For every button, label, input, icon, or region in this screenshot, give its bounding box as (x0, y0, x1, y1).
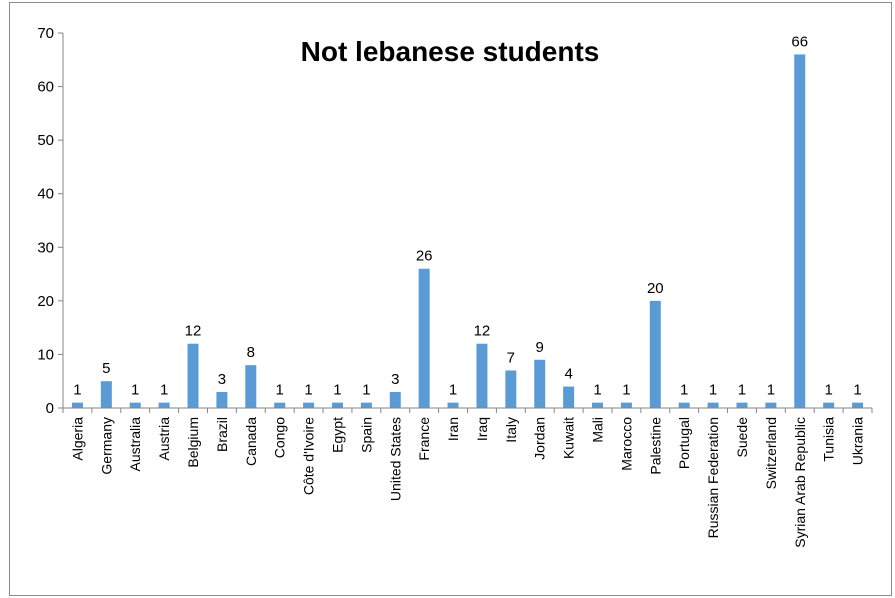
data-label: 1 (304, 382, 312, 399)
bar (360, 402, 372, 408)
bar (534, 359, 546, 408)
bar (794, 54, 806, 409)
y-axis: 0 10 20 30 40 50 60 70 (37, 25, 64, 417)
category-label: Suede (734, 417, 750, 458)
bar (736, 402, 748, 408)
category-label: Australia (127, 417, 143, 472)
category-label: Mali (590, 417, 606, 443)
category-label: Germany (98, 417, 114, 475)
data-label: 5 (102, 360, 110, 377)
category-label: Russian Federation (705, 417, 721, 538)
data-label: 1 (362, 382, 370, 399)
bar (418, 268, 430, 408)
data-label: 4 (564, 366, 572, 383)
bar (823, 402, 835, 408)
chart-title: Not lebanese students (301, 36, 600, 67)
category-label: United States (387, 417, 403, 501)
bar (852, 402, 864, 408)
bars (71, 54, 864, 409)
category-label: Jordan (532, 417, 548, 460)
chart-frame: Not lebanese students 0 10 20 30 40 50 60 70 1 5… (9, 2, 892, 596)
bar (620, 402, 632, 408)
category-label: Austria (156, 417, 172, 461)
data-label: 1 (767, 382, 775, 399)
y-tick-label: 40 (37, 186, 54, 203)
category-label: Iraq (474, 417, 490, 441)
bar (245, 365, 257, 408)
data-labels: 1 5 1 1 12 3 8 1 1 1 1 3 26 1 12 7 9 4 1 1 20 1 1 1 1 66 1 1 (73, 33, 861, 398)
data-label: 12 (185, 323, 202, 340)
category-label: Tunisia (821, 417, 837, 462)
y-tick-label: 70 (37, 25, 54, 42)
category-label: Portugal (676, 417, 692, 469)
data-label: 3 (391, 371, 399, 388)
data-label: 20 (647, 280, 664, 297)
category-label: Algeria (69, 417, 85, 461)
category-label: Switzerland (763, 417, 779, 489)
data-label: 1 (333, 382, 341, 399)
bar (187, 343, 199, 408)
bar (649, 300, 661, 408)
bar (216, 391, 228, 408)
data-label: 1 (853, 382, 861, 399)
y-tick-label: 0 (46, 400, 54, 417)
data-label: 1 (131, 382, 139, 399)
data-label: 7 (507, 350, 515, 367)
category-label: Côte d'Ivoire (301, 417, 317, 495)
category-label: Iran (445, 417, 461, 441)
y-tick-label: 30 (37, 239, 54, 256)
category-label: Egypt (329, 417, 345, 453)
bar (765, 402, 777, 408)
category-label: Spain (358, 417, 374, 453)
y-tick-label: 10 (37, 346, 54, 363)
y-tick-label: 20 (37, 293, 54, 310)
category-label: Italy (503, 417, 519, 443)
bar (678, 402, 690, 408)
category-label: Ukrania (850, 417, 866, 465)
bar (563, 386, 575, 408)
bar (100, 381, 112, 408)
data-label: 8 (247, 344, 255, 361)
y-tick-label: 50 (37, 132, 54, 149)
category-label: France (416, 417, 432, 461)
category-label: Syrian Arab Republic (792, 417, 808, 548)
bar (447, 402, 459, 408)
bar (505, 370, 517, 408)
category-label: Belgium (185, 417, 201, 468)
bar (129, 402, 141, 408)
bar (592, 402, 604, 408)
data-label: 9 (536, 339, 544, 356)
data-label: 66 (791, 33, 808, 50)
category-label: Marocco (618, 417, 634, 471)
bar (158, 402, 170, 408)
category-label: Brazil (214, 417, 230, 452)
data-label: 1 (160, 382, 168, 399)
data-label: 1 (824, 382, 832, 399)
data-label: 1 (680, 382, 688, 399)
data-label: 1 (73, 382, 81, 399)
data-label: 12 (474, 323, 491, 340)
bar (303, 402, 315, 408)
y-tick-label: 60 (37, 79, 54, 96)
x-axis: Algeria Germany Australia Austria Belgium Bra… (62, 407, 873, 548)
data-label: 1 (593, 382, 601, 399)
category-label: Kuwait (561, 417, 577, 459)
bar (707, 402, 719, 408)
bar (476, 343, 488, 408)
category-label: Canada (243, 417, 259, 466)
data-label: 1 (738, 382, 746, 399)
bar-chart: Not lebanese students 0 10 20 30 40 50 60 70 1 5… (37, 25, 873, 548)
bar (389, 391, 401, 408)
data-label: 3 (218, 371, 226, 388)
data-label: 1 (709, 382, 717, 399)
data-label: 26 (416, 248, 433, 265)
category-label: Congo (272, 417, 288, 458)
bar (71, 402, 83, 408)
category-label: Palestine (647, 417, 663, 475)
bar (274, 402, 286, 408)
bar (331, 402, 343, 408)
data-label: 1 (622, 382, 630, 399)
data-label: 1 (276, 382, 284, 399)
data-label: 1 (449, 382, 457, 399)
